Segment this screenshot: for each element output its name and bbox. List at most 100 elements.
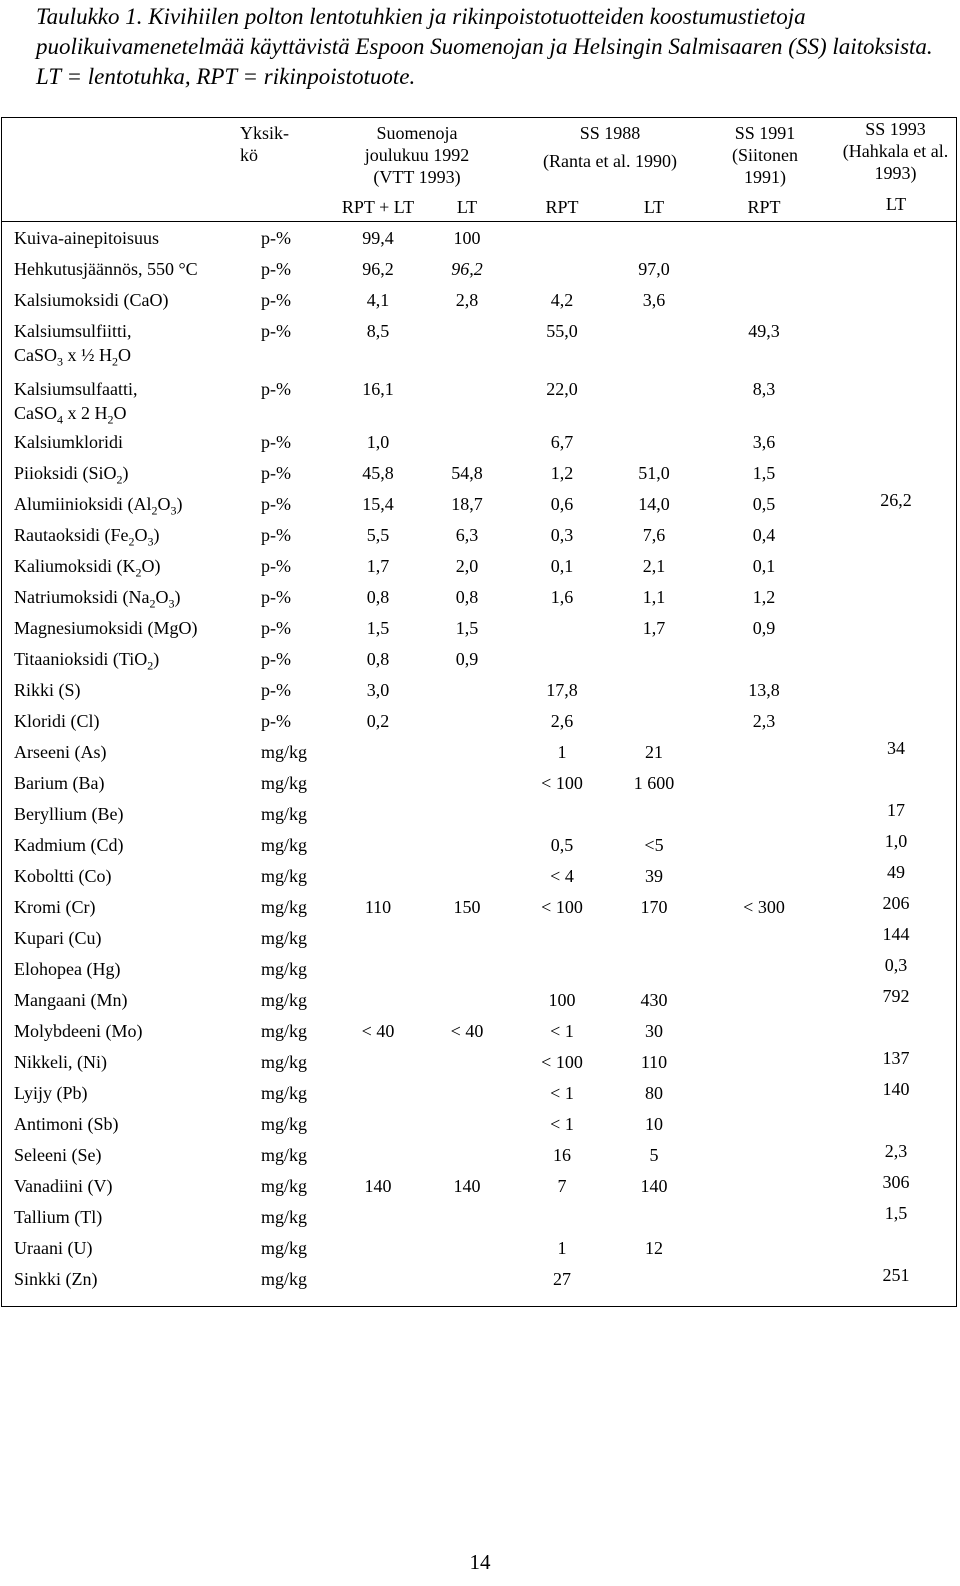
- row-value: 110: [364, 897, 392, 917]
- row-unit: p-%: [261, 494, 291, 514]
- row-label: Kalsiumsulfiitti,: [14, 321, 132, 341]
- row-unit: p-%: [261, 290, 291, 310]
- row-value: 1,5: [752, 463, 776, 483]
- row-value: 13,8: [748, 680, 780, 700]
- row-value: 0,9: [455, 649, 479, 669]
- row-value: 110: [640, 1052, 668, 1072]
- table-row: Kupari (Cu) mg/kg 144: [0, 924, 960, 959]
- subheader-cell: RPT: [545, 197, 579, 217]
- row-label: Antimoni (Sb): [14, 1114, 119, 1134]
- row-value: 140: [640, 1176, 668, 1196]
- row-value: 8,3: [752, 379, 776, 399]
- table-row: Rautaoksidi (Fe2O3) p-% 5,5 6,3 0,3 7,6 0,4: [0, 525, 960, 556]
- table-row: Rikki (S) p-% 3,0 17,8 13,8: [0, 680, 960, 711]
- row-value: 140: [364, 1176, 392, 1196]
- row-label: Tallium (Tl): [14, 1207, 103, 1227]
- row-label: Kadmium (Cd): [14, 835, 124, 855]
- row-value: 1,5: [366, 618, 390, 638]
- row-value: 8,5: [366, 321, 390, 341]
- row-unit: mg/kg: [261, 773, 308, 793]
- row-value: 2,0: [455, 556, 479, 576]
- row-unit: mg/kg: [261, 1238, 308, 1258]
- row-unit: p-%: [261, 463, 291, 483]
- row-unit: p-%: [261, 556, 291, 576]
- row-unit: mg/kg: [261, 1083, 308, 1103]
- row-value: 18,7: [451, 494, 483, 514]
- row-unit: p-%: [261, 618, 291, 638]
- header-ss1988-ref: (Ranta et al. 1990): [543, 151, 677, 171]
- row-value: < 1: [550, 1114, 574, 1134]
- row-value: 96,2: [451, 259, 483, 279]
- row-value: 140: [882, 1079, 910, 1099]
- row-unit: p-%: [261, 259, 291, 279]
- row-value: < 4: [550, 866, 574, 886]
- row-unit: mg/kg: [261, 1114, 308, 1134]
- table-row: Vanadiini (V) mg/kg 140 140 7 140 306: [0, 1172, 960, 1207]
- row-value: 3,6: [642, 290, 666, 310]
- table-row: Molybdeeni (Mo) mg/kg < 40 < 40 < 1 30: [0, 1021, 960, 1052]
- row-value: 27: [553, 1269, 571, 1289]
- row-value: 7,6: [642, 525, 666, 545]
- row-value: 80: [645, 1083, 663, 1103]
- row-label: Koboltti (Co): [14, 866, 112, 886]
- row-value: 206: [882, 893, 910, 913]
- row-value: 1,5: [884, 1203, 908, 1223]
- table-row: Piioksidi (SiO2) p-% 45,8 54,8 1,2 51,0 1,5: [0, 463, 960, 494]
- row-label: Seleeni (Se): [14, 1145, 102, 1165]
- row-value: 3,6: [752, 432, 776, 452]
- table-row: Kromi (Cr) mg/kg 110 150 < 100 170 < 300 206: [0, 893, 960, 928]
- row-value: 22,0: [546, 379, 578, 399]
- row-value: 1,6: [550, 587, 574, 607]
- page-number: 14: [469, 1550, 491, 1574]
- row-value: 137: [882, 1048, 910, 1068]
- row-unit: mg/kg: [261, 804, 308, 824]
- table-row: Kadmium (Cd) mg/kg 0,5 <5 1,0: [0, 831, 960, 866]
- table-row: Beryllium (Be) mg/kg 17: [0, 800, 960, 835]
- row-value: 7: [557, 1176, 567, 1196]
- row-value: 49,3: [748, 321, 780, 341]
- table-row: Kuiva-ainepitoisuus p-% 99,4 100: [0, 228, 960, 259]
- row-value: 0,6: [550, 494, 574, 514]
- row-value: 1,7: [366, 556, 390, 576]
- row-value: 4,1: [366, 290, 390, 310]
- table-row: Lyijy (Pb) mg/kg < 1 80 140: [0, 1079, 960, 1114]
- row-unit: mg/kg: [261, 990, 308, 1010]
- row-value: 1: [557, 742, 567, 762]
- row-value: 792: [882, 986, 910, 1006]
- row-label: Nikkeli, (Ni): [14, 1052, 107, 1072]
- row-unit: mg/kg: [261, 1145, 308, 1165]
- table-frame: [1, 117, 957, 1307]
- row-value: 3,0: [366, 680, 390, 700]
- row-value: 1,2: [550, 463, 574, 483]
- row-label: Elohopea (Hg): [14, 959, 121, 979]
- table-row: Antimoni (Sb) mg/kg < 1 10: [0, 1114, 960, 1145]
- row-value: 2,1: [642, 556, 666, 576]
- row-value: 1,5: [455, 618, 479, 638]
- row-value: 30: [645, 1021, 663, 1041]
- row-value: 0,2: [366, 711, 390, 731]
- table-row: Titaanioksidi (TiO2) p-% 0,8 0,9: [0, 649, 960, 680]
- row-value: < 40: [450, 1021, 484, 1041]
- table-row: Tallium (Tl) mg/kg 1,5: [0, 1203, 960, 1238]
- row-value: < 100: [541, 1052, 583, 1072]
- subheader-cell: RPT: [747, 197, 781, 217]
- table-caption: Taulukko 1. Kivihiilen polton lentotuhki…: [36, 4, 933, 89]
- row-label: Alumiinioksidi (Al2O3): [14, 494, 183, 518]
- row-unit: mg/kg: [261, 928, 308, 948]
- subheader-cell: LT: [456, 197, 478, 217]
- table-row: Seleeni (Se) mg/kg 16 5 2,3: [0, 1141, 960, 1176]
- row-value: 0,5: [550, 835, 574, 855]
- row-value: 51,0: [638, 463, 670, 483]
- row-value: 0,1: [752, 556, 776, 576]
- row-unit: mg/kg: [261, 835, 308, 855]
- row-label: Uraani (U): [14, 1238, 93, 1258]
- row-unit: mg/kg: [261, 866, 308, 886]
- row-label: Lyijy (Pb): [14, 1083, 88, 1103]
- row-label: Molybdeeni (Mo): [14, 1021, 143, 1041]
- row-value: 14,0: [638, 494, 670, 514]
- row-value: 1 600: [633, 773, 675, 793]
- row-value: < 100: [541, 897, 583, 917]
- row-unit: p-%: [261, 379, 291, 399]
- row-unit: mg/kg: [261, 1052, 308, 1072]
- row-unit: mg/kg: [261, 742, 308, 762]
